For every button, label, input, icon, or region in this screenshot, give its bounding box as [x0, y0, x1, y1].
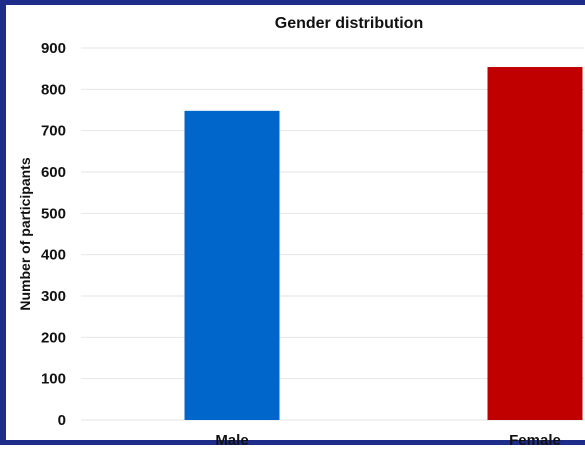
y-tick-label: 200: [41, 329, 66, 346]
y-tick-label: 600: [41, 164, 66, 181]
bar-chart: Gender distribution Number of participan…: [17, 15, 584, 449]
y-tick-label: 100: [41, 371, 66, 388]
x-category-label-male: Male: [215, 432, 248, 449]
y-tick-label: 300: [41, 288, 66, 305]
y-tick-label: 800: [41, 81, 66, 98]
y-tick-label: 900: [41, 40, 66, 57]
bars: [184, 67, 583, 421]
y-tick-label: 0: [58, 412, 66, 429]
y-tick-label: 500: [41, 205, 66, 222]
y-tick-label: 400: [41, 247, 66, 264]
gridlines: [81, 47, 584, 421]
x-axis-categories: Male Female: [215, 432, 561, 449]
bar-male: [184, 110, 280, 421]
bar-female: [487, 67, 583, 420]
y-axis-label: Number of participants: [17, 157, 33, 310]
chart-title: Gender distribution: [275, 15, 423, 32]
x-category-label-female: Female: [509, 432, 561, 449]
y-axis-ticks: 0 100 200 300 400 500 600 700 800 900: [41, 40, 66, 429]
y-tick-label: 700: [41, 123, 66, 140]
